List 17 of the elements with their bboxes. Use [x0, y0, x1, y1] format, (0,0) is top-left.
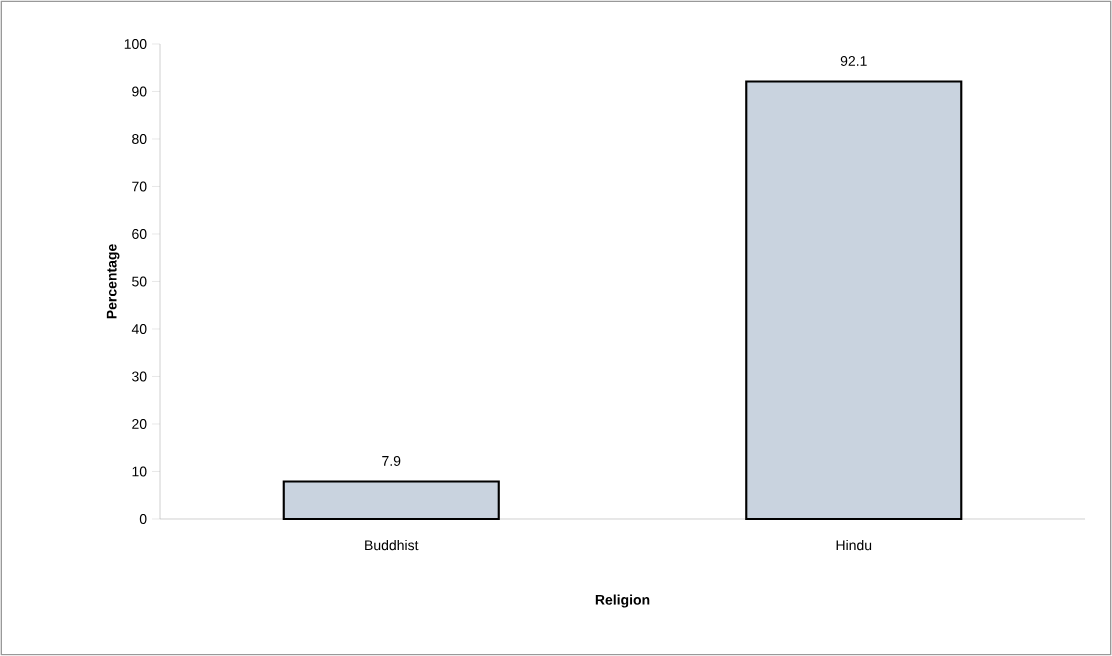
y-tick-label: 50: [132, 276, 147, 287]
data-label: 7.9: [382, 455, 401, 466]
y-tick-label: 80: [132, 134, 147, 144]
y-tick-label: 90: [132, 86, 147, 97]
x-tick-label: Hindu: [836, 539, 872, 551]
x-axis-title: Religion: [595, 594, 650, 608]
x-tick-label: Buddhist: [365, 539, 419, 551]
y-tick-label: 60: [132, 229, 147, 239]
y-tick-label: 40: [131, 324, 147, 334]
y-tick-label: 20: [132, 419, 147, 429]
y-tick-label: 10: [132, 466, 147, 477]
y-tick-label: 100: [124, 39, 147, 49]
data-label: 92.1: [840, 56, 867, 66]
y-tick-label: 0: [139, 514, 147, 524]
y-tick-label: 30: [132, 371, 147, 382]
y-axis-title: Percentage: [106, 244, 120, 319]
y-tick-label: 70: [132, 181, 147, 192]
